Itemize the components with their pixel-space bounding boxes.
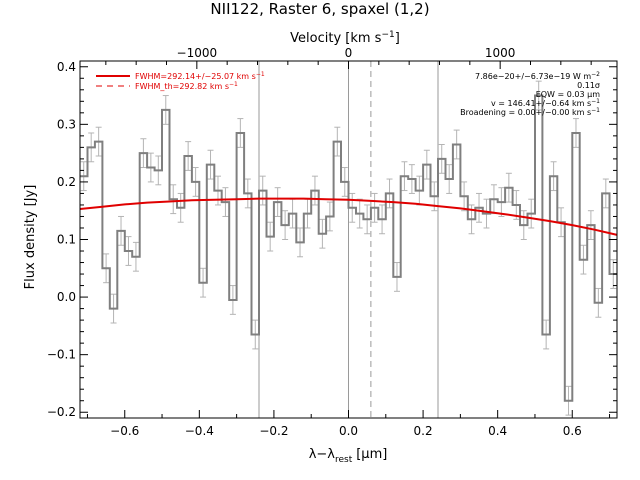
y-axis-label: Flux density [Jy] bbox=[23, 185, 38, 290]
annotation-superscript: −1 bbox=[591, 98, 600, 105]
legend: FWHM=292.14+/−25.07 km s−1FWHM_th=292.82… bbox=[96, 71, 265, 91]
legend-label-superscript: −1 bbox=[229, 81, 238, 88]
y-tick-label: 0.1 bbox=[57, 233, 76, 247]
top-tick-label: 1000 bbox=[485, 46, 516, 60]
gaussian-fit-line bbox=[79, 197, 618, 236]
y-tick-label: 0.3 bbox=[57, 117, 76, 131]
y-tick-label: −0.1 bbox=[47, 348, 76, 362]
annotation-line: Broadening = 0.00+/−0.00 km s−1 bbox=[460, 107, 600, 117]
x-axis-label: λ−λrest [μm] bbox=[309, 447, 388, 465]
top-axis-label: Velocity [km s−1] bbox=[290, 30, 400, 46]
spectrum-histogram bbox=[80, 94, 617, 402]
legend-label-superscript: −1 bbox=[256, 71, 265, 78]
y-tick-label: −0.2 bbox=[47, 405, 76, 419]
y-tick-label: 0.4 bbox=[57, 60, 76, 74]
legend-label: FWHM_th=292.82 km s−1 bbox=[135, 81, 238, 91]
annotation-line: 0.11σ bbox=[577, 81, 600, 90]
top-tick-label: −1000 bbox=[177, 46, 218, 60]
chart-title: NII122, Raster 6, spaxel (1,2) bbox=[210, 0, 429, 18]
annotation-superscript: −1 bbox=[591, 107, 600, 114]
annotation-line: v = 146.41+/−0.64 km s−1 bbox=[491, 98, 600, 108]
x-tick-label: 0.4 bbox=[488, 424, 507, 438]
legend-label: FWHM=292.14+/−25.07 km s−1 bbox=[135, 71, 265, 81]
y-tick-label: 0.0 bbox=[57, 290, 76, 304]
annotation-superscript: −2 bbox=[591, 71, 600, 78]
x-tick-label: 0.0 bbox=[339, 424, 358, 438]
x-tick-label: −0.2 bbox=[259, 424, 288, 438]
x-tick-label: 0.2 bbox=[414, 424, 433, 438]
y-tick-label: 0.2 bbox=[57, 175, 76, 189]
x-tick-label: −0.6 bbox=[110, 424, 139, 438]
annotation-line: EQW = 0.03 μm bbox=[536, 90, 600, 99]
axes-ticks: −0.6 −0.4 −0.2 0.0 0.2 0.4 0.6 −0.2 −0.1 0.0 0.1 0.… bbox=[47, 46, 617, 438]
top-tick-label: 0 bbox=[345, 46, 353, 60]
annotation-line: 7.86e−20+/−6.73e−19 W m−2 bbox=[475, 71, 600, 81]
x-tick-label: 0.6 bbox=[563, 424, 582, 438]
plot-frame bbox=[79, 60, 618, 419]
x-tick-label: −0.4 bbox=[185, 424, 214, 438]
